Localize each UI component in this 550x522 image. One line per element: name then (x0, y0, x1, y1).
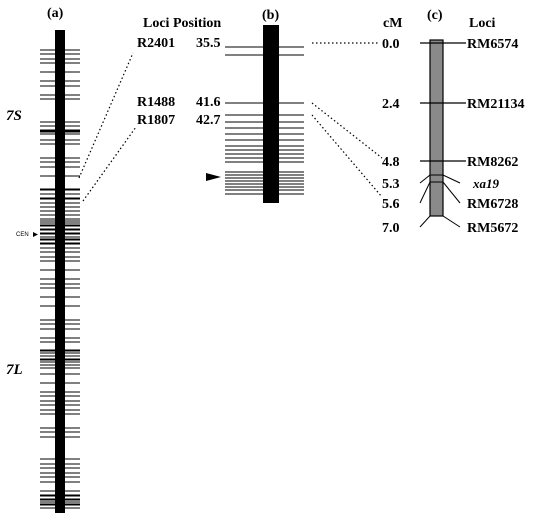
marker-c-5-cm: 5.6 (382, 197, 400, 212)
marker-c-6-tick (419, 215, 461, 228)
chromosome-7-tick-marks (40, 49, 80, 509)
panel-a-label: (a) (47, 6, 64, 21)
marker-c-2-locus: RM21134 (467, 97, 525, 112)
marker-b-3-position: 42.7 (196, 113, 221, 128)
region-tick-marks (225, 46, 304, 195)
panel-a: (a) 7S 7L CEN (6, 6, 80, 513)
marker-b-1-position: 35.5 (196, 36, 221, 51)
short-arm-label: 7S (6, 108, 22, 124)
chromosome-7-bar (55, 30, 65, 513)
linkage-bar (429, 39, 444, 217)
marker-c-5-locus: RM6728 (467, 197, 518, 212)
marker-b-2-locus: R1488 (137, 95, 175, 110)
marker-c-4-cm: 5.3 (382, 177, 400, 192)
panel-b-label: (b) (262, 8, 279, 23)
marker-b-1-locus: R2401 (137, 36, 175, 51)
marker-c-4-tick (419, 174, 461, 184)
zoom-line-c-mid (311, 102, 383, 159)
loci-header: Loci (469, 16, 496, 31)
marker-b-2-position: 41.6 (196, 95, 221, 110)
marker-c-5-tick (419, 181, 461, 204)
marker-c-6-locus: RM5672 (467, 221, 518, 236)
marker-c-3-locus: RM8262 (467, 155, 518, 170)
panel-c: cM (c) Loci 0.0 2.4 4.8 5.3 5.6 7.0 RM65… (382, 8, 525, 236)
zoom-line-bottom (82, 126, 137, 202)
marker-c-4-locus: xa19 (472, 176, 500, 191)
marker-c-1-locus: RM6574 (467, 37, 518, 52)
marker-c-1-cm: 0.0 (382, 37, 400, 52)
zoom-line-c-bottom (311, 114, 383, 198)
target-region-arrow-icon (206, 173, 221, 181)
centromere-label: CEN (16, 232, 29, 238)
long-arm-label: 7L (6, 362, 23, 378)
marker-c-2-cm: 2.4 (382, 97, 400, 112)
cm-header: cM (383, 16, 402, 31)
panel-b: Loci Position (b) R2401 35.5 R1488 41.6 … (137, 8, 304, 203)
marker-b-3-locus: R1807 (137, 113, 175, 128)
panel-c-label: (c) (427, 8, 443, 23)
marker-c-6-cm: 7.0 (382, 221, 400, 236)
marker-c-3-cm: 4.8 (382, 155, 400, 170)
panel-b-header: Loci Position (143, 16, 221, 31)
zoom-line-top (78, 52, 134, 179)
centromere-arrow-icon (33, 232, 38, 237)
region-bar (263, 25, 279, 203)
